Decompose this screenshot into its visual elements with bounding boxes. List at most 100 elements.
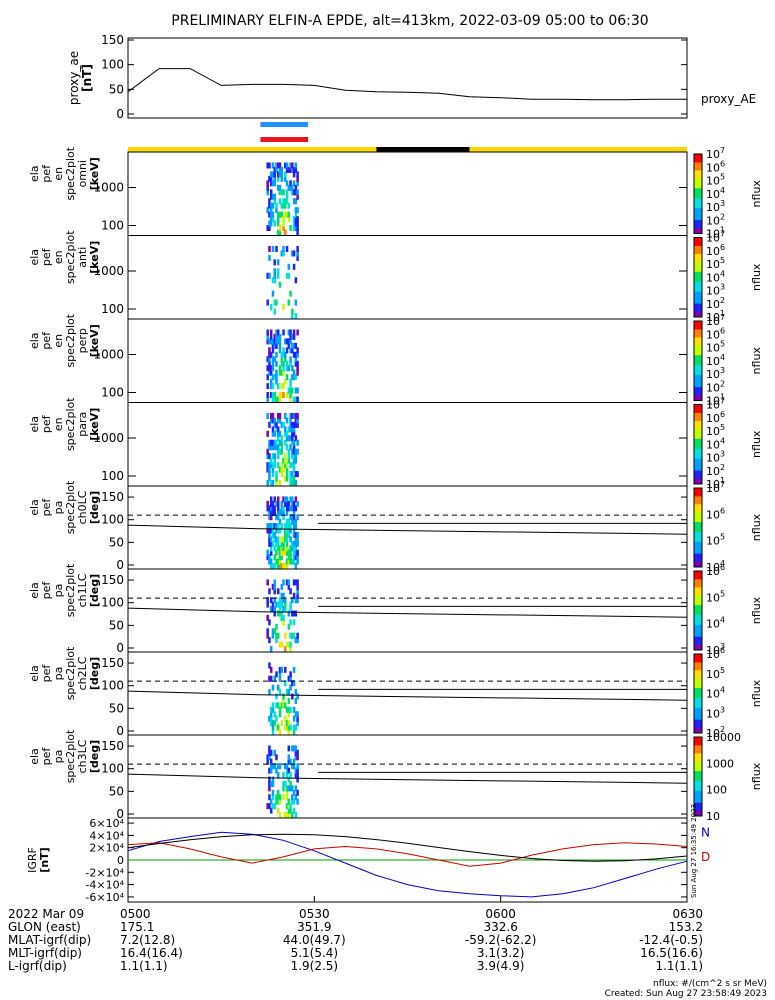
spectrogram-pixel: [268, 509, 271, 516]
colorbar-cell: [694, 657, 702, 661]
spectrogram-pixel: [287, 453, 291, 460]
colorbar-cell: [694, 374, 702, 378]
igrf-stamp-text: Sun Aug 27 16:35:49 2023: [690, 804, 698, 898]
spectrogram-pixel: [271, 702, 275, 709]
spectrogram-pixel: [282, 383, 285, 390]
spectrogram-pixel: [273, 356, 276, 363]
spectrogram-pixel: [278, 211, 282, 218]
spectrogram-pixel: [294, 711, 298, 718]
spectrogram-pixel: [276, 229, 280, 236]
spectrogram-pixel: [284, 229, 287, 236]
spectrogram-pixel: [268, 272, 271, 279]
spectrogram-pixel: [284, 211, 287, 218]
spectrogram-pixel: [296, 360, 299, 367]
colorbar-cell: [694, 342, 702, 346]
colorbar-cell: [694, 762, 702, 766]
colorbar-cell: [694, 584, 702, 588]
spectrogram-pixel: [268, 360, 271, 367]
spectrogram-pixel: [287, 803, 291, 810]
colorbar-cell: [694, 448, 702, 451]
footer-cell: 0500: [120, 907, 151, 921]
spectrogram-pixel: [273, 444, 276, 451]
ylabel-line: spec2plot: [64, 230, 77, 284]
spectrogram-pixel: [280, 523, 284, 530]
spectrogram-pixel: [294, 360, 298, 367]
proxy-ae-tick-label: 150: [101, 33, 124, 47]
colorbar-cell: [694, 713, 702, 716]
spectrogram-pixel: [284, 780, 287, 787]
spectrogram-pixel: [273, 628, 276, 635]
spectrogram-pixel: [268, 780, 271, 787]
spectrogram-pixel: [296, 369, 299, 376]
colorbar-cell: [694, 731, 702, 734]
spectrogram-pixel: [273, 803, 276, 810]
colorbar-cell: [694, 675, 702, 679]
spectrogram-pixel: [294, 471, 298, 478]
spectrogram-pixel: [292, 706, 296, 713]
spectrogram-pixel: [269, 193, 273, 200]
colorbar-cell: [694, 430, 702, 433]
colorbar-tick-exponent: 7: [720, 313, 725, 322]
colorbar-cell: [694, 161, 702, 165]
colorbar-cell: [694, 422, 702, 425]
colorbar-cell: [694, 687, 702, 691]
spectrogram-pixel: [289, 383, 292, 390]
colorbar-cell: [694, 737, 702, 740]
colorbar-cell: [694, 362, 702, 366]
colorbar-cell: [694, 390, 702, 394]
spectrogram-pixel: [296, 351, 299, 358]
spectrogram-pixel: [275, 754, 278, 761]
colorbar-frame: [693, 736, 703, 817]
spectrogram-pixel: [273, 597, 276, 604]
energy-panel-3-ylabel: ela pef en spec2plot para [keV]: [28, 397, 101, 451]
colorbar-cell: [694, 644, 702, 647]
spectrogram-pixel: [296, 579, 299, 586]
igrf-series-total: [127, 833, 688, 862]
colorbar-tick-exponent: 7: [720, 146, 725, 155]
spectrogram-pixel: [292, 225, 296, 232]
colorbar-cell: [694, 424, 702, 427]
spectrogram-pixel: [285, 523, 289, 530]
colorbar-tick-exponent: 6: [720, 563, 725, 572]
colorbar-cell: [694, 748, 702, 752]
energy-panel-2-frame: [127, 318, 688, 403]
colorbar-cell: [694, 513, 702, 517]
spectrogram-pixel: [268, 351, 271, 358]
spectrogram-pixel: [276, 496, 280, 503]
colorbar-tick-exponent: 6: [720, 159, 725, 168]
spectrogram-pixel: [296, 396, 299, 403]
spectrogram-pixel: [278, 412, 282, 419]
colorbar-cell: [694, 416, 702, 419]
spectrogram-pixel: [285, 558, 289, 565]
spectrogram-pixel: [269, 720, 273, 727]
spectrogram-pixel: [266, 549, 269, 556]
colorbar-cell: [694, 384, 702, 388]
colorbar-cell: [694, 539, 702, 542]
spectrogram-pixel: [278, 333, 282, 340]
colorbar-tick-label: 10000: [706, 731, 741, 744]
colorbar-cell: [694, 313, 702, 316]
spectrogram-pixel: [292, 430, 296, 437]
spectrogram-pixel: [278, 466, 282, 473]
spectrogram-pixel: [278, 558, 282, 565]
spectrogram-pixel: [268, 558, 271, 565]
spectrogram-pixel: [266, 162, 269, 169]
spectrogram-pixel: [287, 329, 291, 336]
colorbar-tick-exponent: 2: [720, 296, 725, 305]
spectrogram-pixel: [268, 175, 271, 182]
spectrogram-pixel: [282, 780, 285, 787]
spectrogram-pixel: [273, 583, 276, 590]
spectrogram-pixel: [294, 313, 298, 319]
spectrogram-pixel: [269, 304, 273, 311]
spectrogram-pixel: [289, 527, 292, 534]
spectrogram-pixel: [282, 250, 285, 257]
spectrogram-pixel: [280, 592, 284, 599]
spectrogram-pixel: [275, 601, 278, 608]
spectrogram-pixel: [296, 583, 299, 590]
colorbar-cell: [694, 792, 702, 795]
spectrogram-pixel: [282, 304, 285, 311]
spectrogram-pixel: [292, 396, 296, 403]
colorbar-cell: [694, 727, 702, 730]
colorbar-tick-label: 106: [706, 646, 725, 661]
spectrogram-pixel: [266, 754, 269, 761]
